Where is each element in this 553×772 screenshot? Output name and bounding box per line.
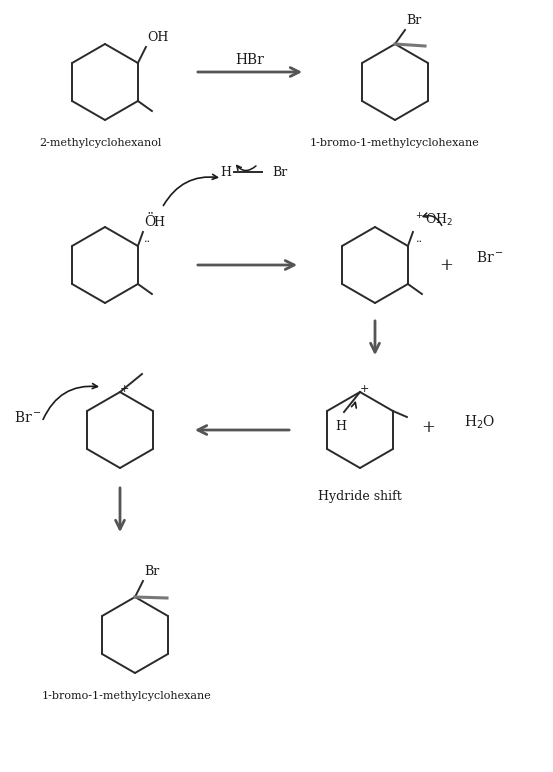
Text: H: H bbox=[153, 216, 164, 229]
Text: H$_2$O: H$_2$O bbox=[465, 413, 495, 431]
Text: ⋅⋅: ⋅⋅ bbox=[415, 237, 422, 247]
Text: Ö: Ö bbox=[144, 215, 155, 229]
Text: Hydride shift: Hydride shift bbox=[318, 490, 402, 503]
Text: +: + bbox=[119, 384, 129, 394]
Text: +: + bbox=[439, 256, 453, 273]
Text: +: + bbox=[359, 384, 369, 394]
Text: OH: OH bbox=[147, 31, 168, 44]
Text: $^+$OH$_2$: $^+$OH$_2$ bbox=[414, 212, 453, 229]
Text: H: H bbox=[221, 165, 232, 178]
Text: 2-methylcyclohexanol: 2-methylcyclohexanol bbox=[39, 138, 161, 148]
Text: Br$^-$: Br$^-$ bbox=[14, 411, 42, 425]
Text: Br: Br bbox=[272, 165, 287, 178]
Text: 1-bromo-1-methylcyclohexane: 1-bromo-1-methylcyclohexane bbox=[42, 691, 212, 701]
Text: Br$^-$: Br$^-$ bbox=[476, 250, 504, 266]
Text: Br: Br bbox=[406, 14, 421, 27]
Text: Br: Br bbox=[144, 565, 159, 578]
Text: ⋅⋅: ⋅⋅ bbox=[143, 237, 150, 247]
Text: +: + bbox=[421, 419, 435, 436]
Text: HBr: HBr bbox=[236, 53, 264, 67]
Text: 1-bromo-1-methylcyclohexane: 1-bromo-1-methylcyclohexane bbox=[310, 138, 480, 148]
Text: H: H bbox=[336, 420, 347, 433]
